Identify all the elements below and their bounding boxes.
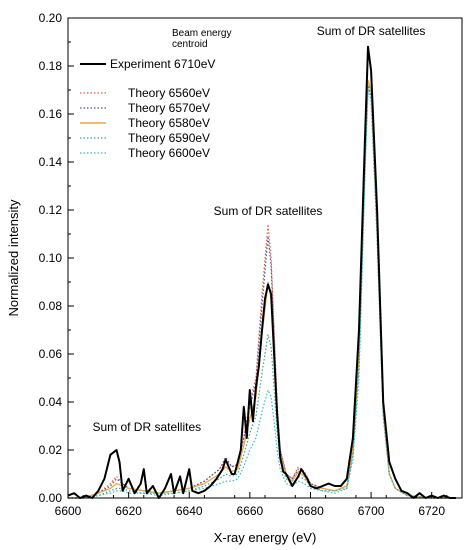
y-tick-label-3: 0.06 — [39, 347, 63, 361]
y-tick-label-9: 0.18 — [39, 59, 63, 73]
x-axis-label: X-ray energy (eV) — [214, 530, 317, 545]
series-line-1 — [68, 82, 456, 499]
x-tick-label-1: 6620 — [115, 504, 142, 518]
y-tick-label-7: 0.14 — [39, 155, 63, 169]
x-tick-label-5: 6700 — [358, 504, 385, 518]
legend-header-1: centroid — [172, 39, 208, 50]
axes — [67, 17, 463, 499]
y-tick-label-8: 0.16 — [39, 107, 63, 121]
series-layer — [67, 45, 456, 499]
series-line-0 — [67, 45, 456, 499]
y-axis-label: Normalized intensity — [6, 199, 21, 317]
series-line-4 — [68, 84, 456, 499]
series-line-5 — [68, 89, 456, 499]
legend-label-2: Theory 6570eV — [128, 101, 210, 115]
y-tick-label-2: 0.04 — [39, 395, 63, 409]
y-tick-label-5: 0.10 — [39, 251, 63, 265]
x-tick-label-0: 6600 — [55, 504, 82, 518]
y-tick-label-6: 0.12 — [39, 203, 63, 217]
annotations: Sum of DR satellites Sum of DR satellites… — [92, 24, 425, 434]
x-tick-label-3: 6660 — [236, 504, 263, 518]
annotation-0: Sum of DR satellites — [317, 24, 426, 38]
legend-label-3: Theory 6580eV — [128, 116, 210, 130]
legend-label-4: Theory 6590eV — [128, 131, 210, 145]
legend-label-1: Theory 6560eV — [128, 86, 210, 100]
tick-labels: 6600 6620 6640 6660 6680 6700 6720 0.00 0.02 0.04… — [39, 11, 446, 518]
x-tick-label-6: 6720 — [418, 504, 445, 518]
x-tick-label-2: 6640 — [176, 504, 203, 518]
x-tick-label-4: 6680 — [297, 504, 324, 518]
annotation-1: Sum of DR satellites — [214, 204, 323, 218]
legend-header-0: Beam energy — [172, 28, 231, 39]
y-tick-label-0: 0.00 — [39, 491, 63, 505]
y-tick-label-4: 0.08 — [39, 299, 63, 313]
series-line-2 — [68, 84, 456, 499]
y-tick-label-10: 0.20 — [39, 11, 63, 25]
annotation-2: Sum of DR satellites — [92, 420, 201, 434]
legend-label-0: Experiment 6710eV — [110, 57, 215, 71]
y-tick-label-1: 0.02 — [39, 443, 63, 457]
legend-label-5: Theory 6600eV — [128, 146, 210, 160]
